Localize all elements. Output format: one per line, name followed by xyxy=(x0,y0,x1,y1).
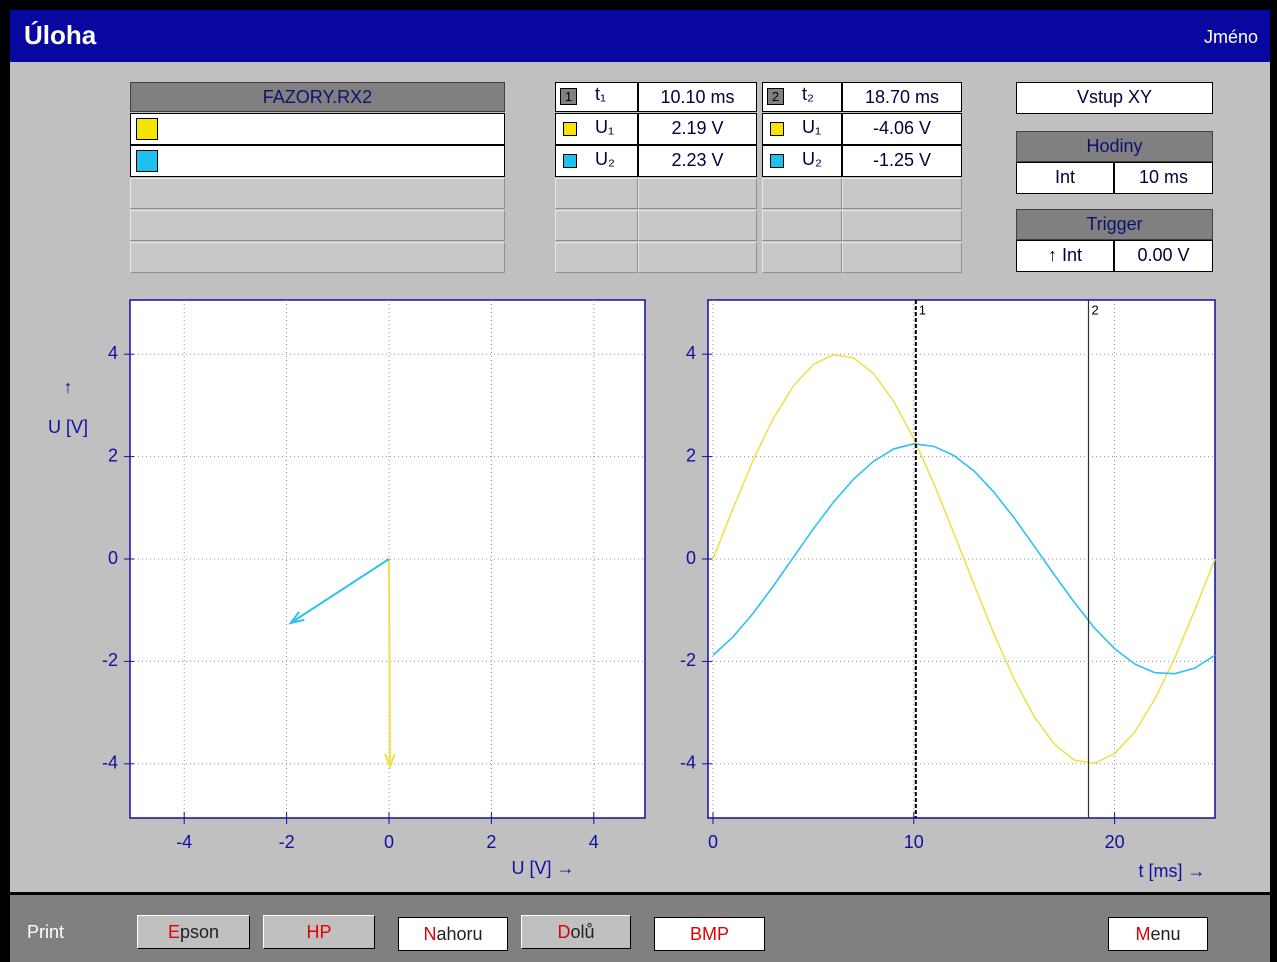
color-swatch xyxy=(770,122,784,136)
signal-line xyxy=(712,353,1216,765)
y-tick-label: -2 xyxy=(102,650,118,670)
y-axis-arrow: ↑ xyxy=(64,377,73,397)
phasor xyxy=(388,558,392,767)
empty-cell xyxy=(762,242,842,273)
x-tick-label: 20 xyxy=(1105,832,1125,852)
button[interactable]: Menu xyxy=(1108,917,1208,951)
footer: Print Epson HP Nahoru Dolů BMP Menu xyxy=(10,895,1270,962)
y-tick-label: -4 xyxy=(680,753,696,773)
x-tick-label: 0 xyxy=(708,832,718,852)
channel-value: -4.06 V xyxy=(842,113,962,145)
file-row[interactable] xyxy=(130,113,505,145)
cursor-time[interactable]: 18.70 ms xyxy=(842,82,962,112)
cursor-index[interactable]: 2 xyxy=(767,88,784,105)
color-swatch xyxy=(563,154,577,168)
x-tick-label: -4 xyxy=(176,832,192,852)
button[interactable]: Nahoru xyxy=(398,917,508,951)
empty-cell xyxy=(555,210,638,241)
empty-cell xyxy=(555,242,638,273)
clock-title: Hodiny xyxy=(1016,131,1213,162)
print-label: Print xyxy=(27,922,65,942)
input-mode[interactable]: Vstup XY xyxy=(1016,82,1213,114)
arrow-head xyxy=(288,611,305,625)
y-tick-label: 0 xyxy=(686,548,696,568)
x-tick-label: 4 xyxy=(589,832,599,852)
cursor-label: 2 xyxy=(1091,302,1098,317)
cursor-time-label: t₂ xyxy=(802,84,814,104)
y-tick-label: 0 xyxy=(108,548,118,568)
trigger-source[interactable]: ↑ Int xyxy=(1016,240,1114,272)
channel-label: U₁ xyxy=(802,117,822,137)
user-name: Jméno xyxy=(1203,27,1258,47)
y-tick-label: 4 xyxy=(686,343,696,363)
channel-label: U₁ xyxy=(595,117,615,137)
empty-cell xyxy=(638,242,757,273)
color-swatch xyxy=(136,118,158,140)
cursor-label: 1 xyxy=(919,302,926,317)
empty-cell xyxy=(638,210,757,241)
x-tick-label: 2 xyxy=(486,832,496,852)
cursor-index[interactable]: 1 xyxy=(560,88,577,105)
charts: -4 -2 0 2 4 -4 -2 0 2 4 U [V] → ↑ U [V] -4 -2 0 2 4 0 10 20 t… xyxy=(48,299,1216,881)
color-swatch xyxy=(136,150,158,172)
cursor-time[interactable]: 10.10 ms xyxy=(638,82,757,112)
file-row[interactable] xyxy=(130,145,505,177)
channel-value: -1.25 V xyxy=(842,145,962,177)
empty-cell xyxy=(638,178,757,209)
clock-value[interactable]: 10 ms xyxy=(1114,162,1213,194)
empty-row xyxy=(130,242,505,273)
y-tick-label: -4 xyxy=(102,753,118,773)
y-tick-label: 4 xyxy=(108,343,118,363)
y-tick-label: 2 xyxy=(686,445,696,465)
button[interactable]: Dolů xyxy=(521,915,631,949)
trigger-value[interactable]: 0.00 V xyxy=(1114,240,1213,272)
x-axis-label: U [V] → xyxy=(511,858,574,878)
x-tick-label: -2 xyxy=(279,832,295,852)
clock-source[interactable]: Int xyxy=(1016,162,1114,194)
channel-value: 2.19 V xyxy=(638,113,757,145)
trigger-title: Trigger xyxy=(1016,209,1213,240)
empty-cell xyxy=(555,178,638,209)
empty-cell xyxy=(842,210,962,241)
empty-cell xyxy=(762,178,842,209)
cursor-time-label: t₁ xyxy=(595,84,607,104)
empty-cell xyxy=(842,178,962,209)
y-tick-label: -2 xyxy=(680,650,696,670)
phasor xyxy=(290,558,390,624)
empty-cell xyxy=(762,210,842,241)
arrow-head xyxy=(384,753,396,770)
y-tick-label: 2 xyxy=(108,445,118,465)
channel-label: U₂ xyxy=(802,149,822,169)
app-title: Úloha xyxy=(24,20,97,50)
empty-row xyxy=(130,178,505,209)
x-axis-label: t [ms] → xyxy=(1139,861,1206,881)
color-swatch xyxy=(770,154,784,168)
button[interactable]: Epson xyxy=(137,915,250,949)
x-tick-label: 0 xyxy=(384,832,394,852)
empty-row xyxy=(130,210,505,241)
file-name: FAZORY.RX2 xyxy=(130,82,505,112)
channel-label: U₂ xyxy=(595,149,615,169)
signal-line xyxy=(712,442,1216,675)
y-axis-label: U [V] xyxy=(48,417,88,437)
x-tick-label: 10 xyxy=(904,832,924,852)
button[interactable]: HP xyxy=(263,915,375,949)
channel-cell xyxy=(762,113,842,145)
color-swatch xyxy=(563,122,577,136)
title-bar: Úloha Jméno xyxy=(10,10,1270,62)
button[interactable]: BMP xyxy=(654,917,765,951)
empty-cell xyxy=(842,242,962,273)
channel-value: 2.23 V xyxy=(638,145,757,177)
